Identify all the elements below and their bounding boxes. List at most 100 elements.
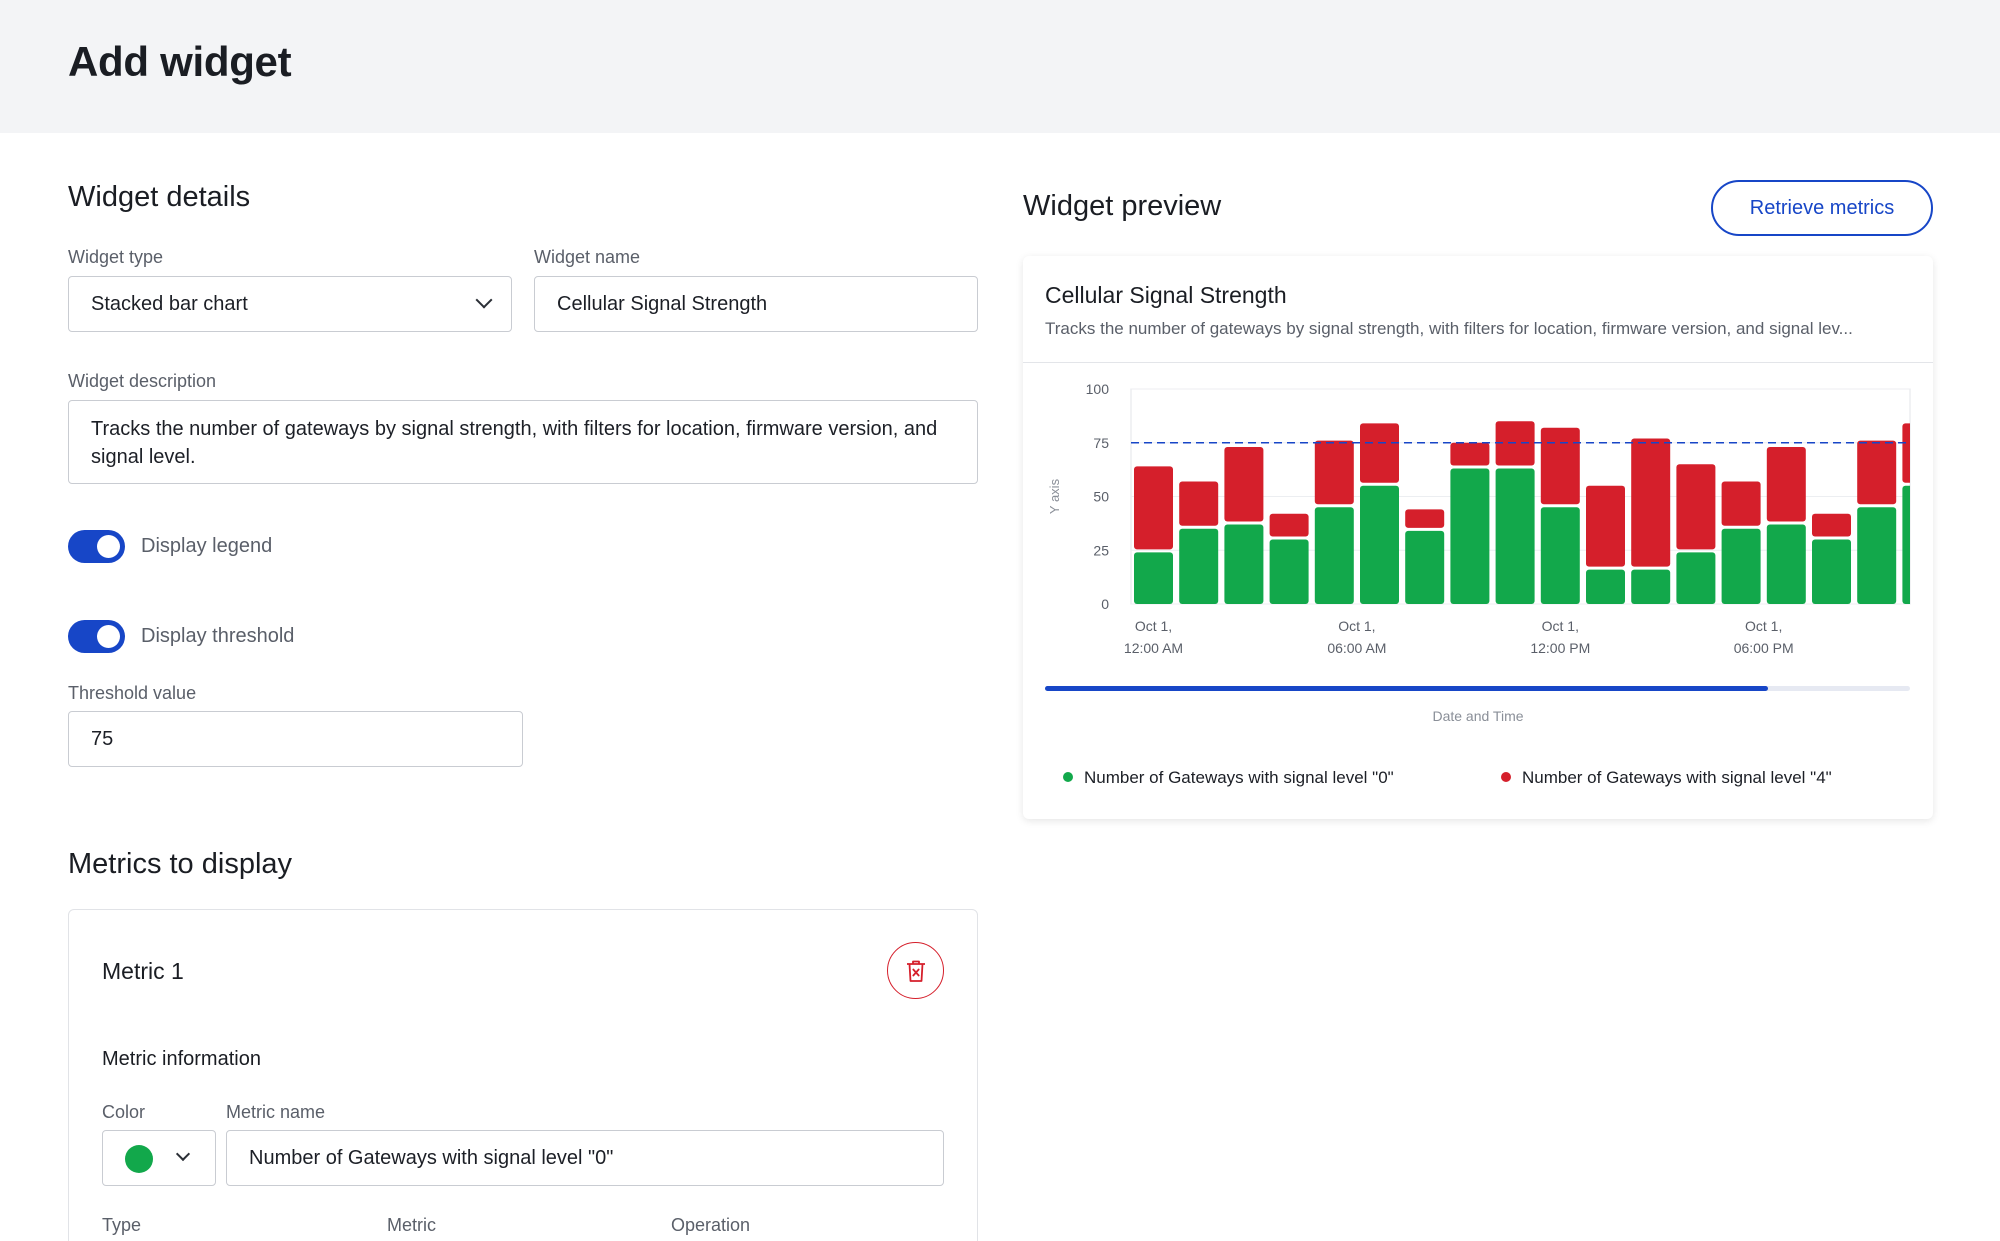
- bar-segment-level-4: [1676, 464, 1716, 550]
- widget-description-input[interactable]: Tracks the number of gateways by signal …: [68, 400, 978, 484]
- bar-segment-level-4: [1586, 485, 1625, 567]
- bars-group: [1134, 421, 1910, 604]
- page-header: Add widget: [0, 0, 2000, 133]
- y-tick-label: 25: [1093, 542, 1109, 558]
- bar-segment-level-4: [1812, 513, 1851, 537]
- legend-label-level-0: Number of Gateways with signal level "0": [1084, 768, 1394, 787]
- toggle-knob: [97, 625, 120, 648]
- delete-metric-button[interactable]: [887, 942, 944, 999]
- bar-segment-level-4: [1902, 423, 1910, 483]
- bar-segment-level-4: [1631, 438, 1671, 567]
- bar-segment-level-0: [1360, 485, 1399, 604]
- y-tick-label: 100: [1086, 381, 1110, 397]
- x-tick-label: 12:00 PM: [1530, 640, 1590, 656]
- widget-description-label: Widget description: [68, 371, 217, 391]
- bar-segment-level-4: [1269, 513, 1309, 537]
- widget-type-value: Stacked bar chart: [91, 292, 248, 315]
- legend-label-level-4: Number of Gateways with signal level "4": [1522, 768, 1832, 787]
- x-tick-label: Oct 1,: [1135, 618, 1172, 634]
- widget-preview-title: Widget preview: [1023, 190, 1222, 222]
- bar-segment-level-0: [1902, 485, 1910, 604]
- bar-segment-level-4: [1721, 481, 1761, 526]
- type-label: Type: [102, 1215, 142, 1235]
- bar-segment-level-4: [1766, 447, 1806, 522]
- color-select[interactable]: [102, 1130, 216, 1186]
- widget-details-title: Widget details: [68, 181, 251, 213]
- bar-segment-level-0: [1134, 552, 1173, 604]
- bar-segment-level-4: [1540, 427, 1580, 505]
- metrics-section-title: Metrics to display: [68, 848, 293, 880]
- widget-name-value: Cellular Signal Strength: [557, 292, 768, 315]
- x-tick-label: 06:00 AM: [1327, 640, 1386, 656]
- metric-information-title: Metric information: [102, 1048, 261, 1070]
- bar-segment-level-4: [1134, 466, 1173, 550]
- y-tick-label: 75: [1093, 435, 1109, 451]
- bar-segment-level-0: [1721, 528, 1761, 604]
- metric-title: Metric 1: [102, 958, 184, 984]
- trash-icon: [906, 960, 925, 982]
- bar-segment-level-4: [1405, 509, 1445, 528]
- legend-dot-level-0: [1063, 772, 1073, 782]
- threshold-value-input[interactable]: 75: [68, 711, 523, 767]
- bar-segment-level-0: [1495, 468, 1535, 604]
- chevron-down-icon: [175, 1146, 191, 1162]
- display-legend-toggle[interactable]: [68, 530, 125, 563]
- chart-description: Tracks the number of gateways by signal …: [1045, 319, 1853, 338]
- x-tick-label: 12:00 AM: [1124, 640, 1183, 656]
- bar-segment-level-0: [1269, 539, 1309, 604]
- x-axis-label: Date and Time: [1432, 708, 1523, 724]
- chart-title: Cellular Signal Strength: [1045, 282, 1287, 308]
- bar-segment-level-0: [1314, 507, 1354, 604]
- x-tick-label: Oct 1,: [1745, 618, 1782, 634]
- metric-card: Metric 1 Metric information Color Metric…: [68, 909, 978, 1241]
- display-legend-label: Display legend: [141, 535, 273, 557]
- bar-segment-level-0: [1179, 528, 1219, 604]
- operation-label: Operation: [671, 1215, 751, 1235]
- bar-segment-level-4: [1224, 447, 1264, 522]
- bar-segment-level-0: [1540, 507, 1580, 604]
- bar-segment-level-0: [1224, 524, 1264, 604]
- bar-segment-level-4: [1360, 423, 1399, 483]
- toggle-knob: [97, 535, 120, 558]
- bar-segment-level-4: [1857, 440, 1897, 505]
- bar-segment-level-0: [1586, 569, 1625, 604]
- threshold-value: 75: [91, 727, 114, 750]
- metric-name-value: Number of Gateways with signal level "0": [249, 1146, 614, 1169]
- widget-name-label: Widget name: [534, 247, 641, 267]
- color-swatch: [125, 1145, 153, 1173]
- bar-segment-level-0: [1405, 530, 1445, 604]
- retrieve-metrics-button[interactable]: Retrieve metrics: [1711, 180, 1933, 236]
- bar-segment-level-0: [1631, 569, 1671, 604]
- x-tick-label: Oct 1,: [1542, 618, 1579, 634]
- y-axis-label: Y axis: [1047, 478, 1062, 514]
- legend-dot-level-4: [1501, 772, 1511, 782]
- bar-segment-level-4: [1450, 442, 1490, 466]
- metric-name-input[interactable]: Number of Gateways with signal level "0": [226, 1130, 944, 1186]
- x-tick-label: Oct 1,: [1338, 618, 1375, 634]
- widget-description-value: Tracks the number of gateways by signal …: [91, 418, 938, 468]
- color-label: Color: [102, 1102, 146, 1122]
- bar-segment-level-0: [1676, 552, 1716, 604]
- bar-segment-level-4: [1179, 481, 1219, 526]
- display-threshold-label: Display threshold: [141, 625, 295, 647]
- bar-segment-level-0: [1766, 524, 1806, 604]
- y-tick-label: 0: [1101, 596, 1109, 612]
- threshold-value-label: Threshold value: [68, 683, 197, 703]
- widget-name-input[interactable]: Cellular Signal Strength: [534, 276, 978, 332]
- bar-segment-level-0: [1450, 468, 1490, 604]
- widget-type-select[interactable]: Stacked bar chart: [68, 276, 512, 332]
- bar-segment-level-0: [1857, 507, 1897, 604]
- x-tick-label: 06:00 PM: [1734, 640, 1794, 656]
- display-threshold-toggle[interactable]: [68, 620, 125, 653]
- chevron-down-icon: [475, 291, 493, 309]
- chart-scroll-thumb: [1045, 686, 1768, 691]
- widget-preview-card: Cellular Signal Strength Tracks the numb…: [1023, 256, 1933, 819]
- metric-label: Metric: [387, 1215, 436, 1235]
- page-title: Add widget: [68, 38, 292, 85]
- preview-divider: [1023, 362, 1933, 363]
- stacked-bar-chart: 0 25 50 75 100 Y axis Oct 1, 12:00 AM Oct 1, 06:0…: [1045, 381, 1911, 787]
- widget-type-label: Widget type: [68, 247, 164, 267]
- bar-segment-level-4: [1314, 440, 1354, 505]
- bar-segment-level-0: [1812, 539, 1851, 604]
- y-tick-label: 50: [1093, 489, 1109, 505]
